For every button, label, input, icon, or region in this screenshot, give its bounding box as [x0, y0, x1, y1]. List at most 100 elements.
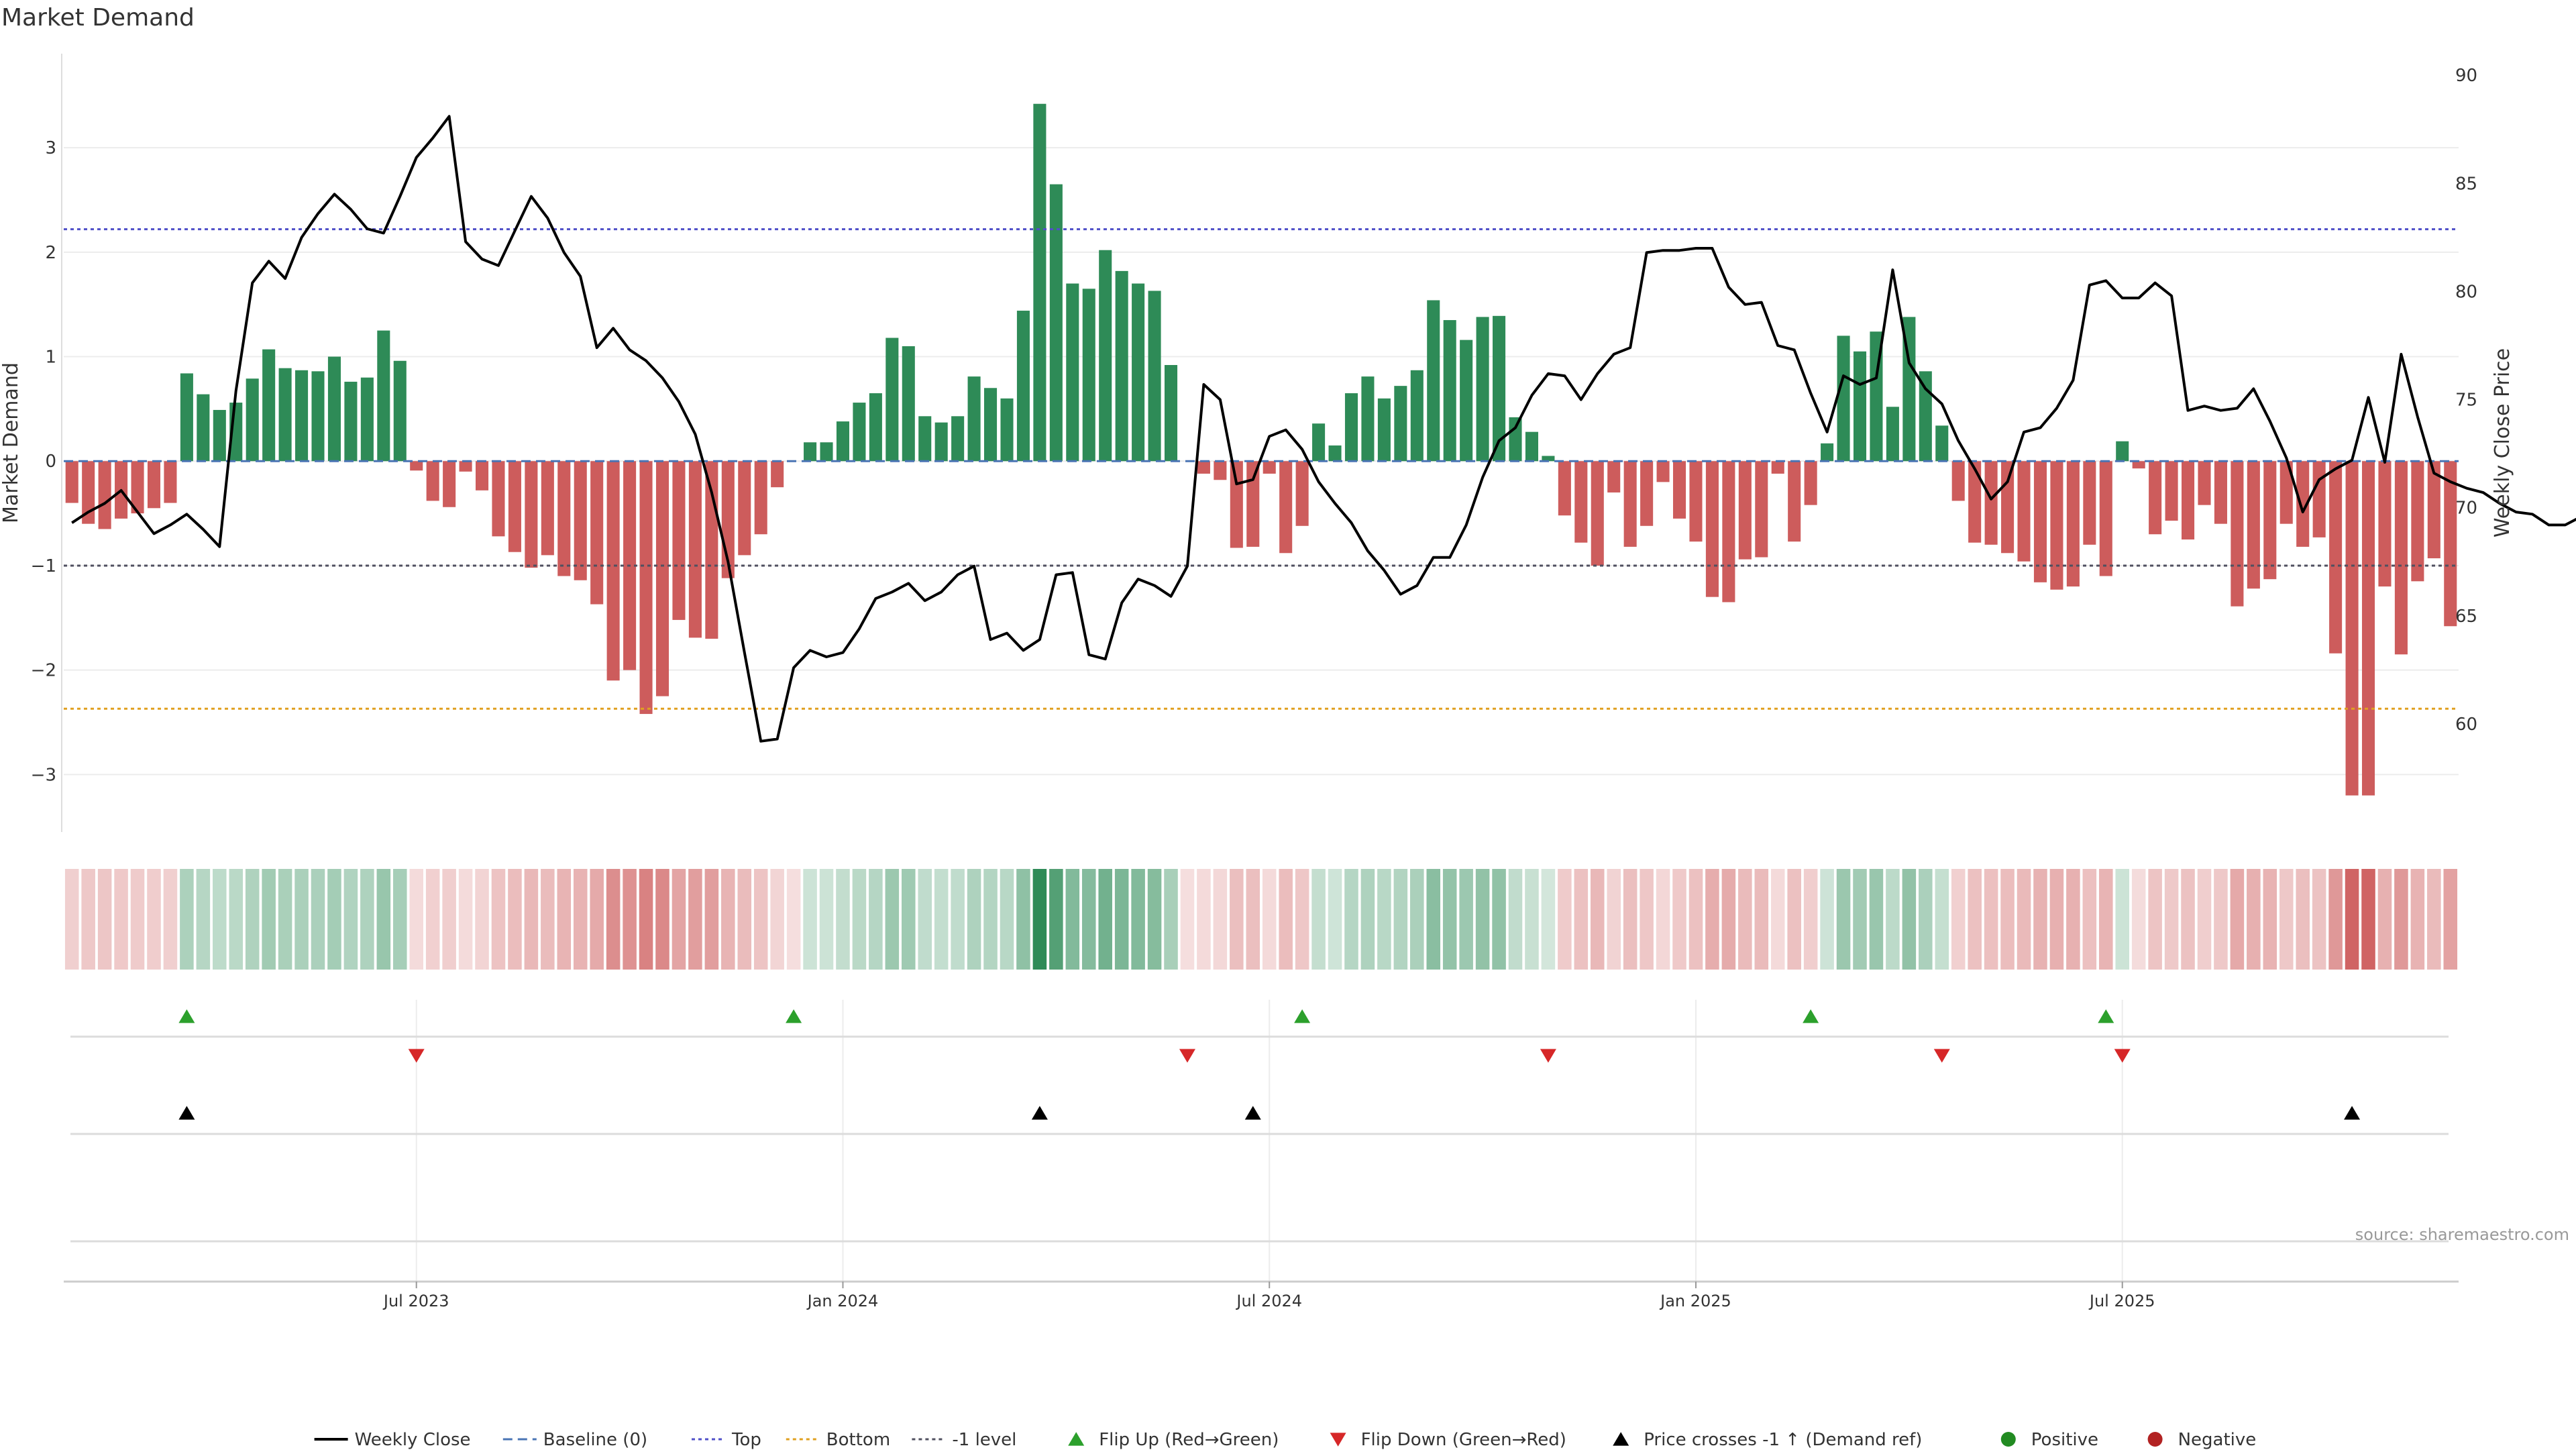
- heat-cell: [180, 869, 194, 970]
- demand-bar: [934, 422, 948, 462]
- demand-bar: [1607, 461, 1621, 492]
- heat-cell: [590, 869, 604, 970]
- heat-cell: [163, 869, 178, 970]
- demand-bar: [1312, 423, 1326, 462]
- demand-bar: [2050, 461, 2063, 590]
- y-tick-label: −3: [31, 765, 56, 785]
- demand-bar: [820, 442, 833, 462]
- legend-label: Top: [731, 1430, 761, 1449]
- heat-cell: [2000, 869, 2015, 970]
- legend-label: -1 level: [952, 1430, 1016, 1449]
- heat-cell: [1098, 869, 1112, 970]
- y2-tick-label: 85: [2455, 174, 2477, 194]
- heat-cell: [1442, 869, 1457, 970]
- demand-bar: [525, 461, 538, 568]
- demand-bar: [606, 461, 620, 681]
- demand-bar: [1935, 425, 1949, 462]
- heat-cell: [64, 869, 79, 970]
- axes: −3 −2 −1 0 1 2 3 60 65 70 75 80 85 90 Market Demand Wee…: [0, 54, 2514, 832]
- y-tick-label: −1: [31, 556, 56, 576]
- flip-up-marker: [1294, 1009, 1311, 1023]
- demand-bar: [1984, 461, 1998, 545]
- legend-item: Negative: [2147, 1430, 2256, 1450]
- y-tick-label: 2: [45, 243, 56, 263]
- demand-bar: [1821, 443, 1834, 462]
- heat-cell: [294, 869, 309, 970]
- demand-bar: [426, 461, 439, 501]
- legend-item: Flip Up (Red→Green): [1068, 1430, 1279, 1450]
- demand-bar: [2361, 461, 2375, 796]
- heat-cell: [737, 869, 752, 970]
- demand-bar: [2066, 461, 2080, 587]
- demand-bar: [311, 371, 325, 462]
- heat-cell: [2312, 869, 2326, 970]
- legend-label: Weekly Close: [355, 1430, 471, 1449]
- demand-bar: [1033, 103, 1046, 462]
- heat-cell: [1016, 869, 1030, 970]
- heat-cell: [196, 869, 211, 970]
- demand-bar: [1623, 461, 1637, 547]
- heat-cell: [1262, 869, 1277, 970]
- demand-bar: [492, 461, 505, 537]
- demand-bar: [951, 416, 965, 462]
- demand-bar: [1230, 461, 1243, 548]
- demand-bar: [2394, 461, 2408, 655]
- heat-cell: [1459, 869, 1473, 970]
- heat-cell: [918, 869, 932, 970]
- y2-tick-label: 80: [2455, 282, 2477, 302]
- heat-cell: [327, 869, 341, 970]
- x-tick-label: Jan 2024: [806, 1292, 879, 1310]
- demand-bar: [443, 461, 456, 507]
- demand-bar: [1853, 351, 1867, 462]
- flip-down-marker: [1933, 1049, 1950, 1063]
- demand-bar: [1722, 461, 1735, 603]
- legend-label: Flip Up (Red→Green): [1099, 1430, 1279, 1449]
- heat-cell: [1377, 869, 1391, 970]
- demand-bar: [1279, 461, 1293, 554]
- demand-bar: [2165, 461, 2178, 521]
- heat-cell: [1541, 869, 1556, 970]
- heat-cell: [491, 869, 506, 970]
- heat-cell: [409, 869, 423, 970]
- demand-bar: [1804, 461, 1817, 505]
- heat-cell: [1754, 869, 1769, 970]
- demand-bar: [1886, 407, 1899, 462]
- heat-cell: [343, 869, 358, 970]
- heat-cell: [1640, 869, 1654, 970]
- heat-cell: [475, 869, 489, 970]
- heat-cell: [1607, 869, 1621, 970]
- demand-bar: [1197, 461, 1210, 474]
- legend-label: Bottom: [826, 1430, 890, 1449]
- heat-cell: [1919, 869, 1933, 970]
- demand-bar: [360, 377, 374, 462]
- demand-bar: [1443, 320, 1456, 462]
- heat-cell: [1853, 869, 1867, 970]
- heat-cell: [147, 869, 161, 970]
- flip-up-marker: [1803, 1009, 1819, 1023]
- heat-cell: [639, 869, 653, 970]
- demand-bar: [1361, 376, 1375, 462]
- demand-bar: [1148, 291, 1161, 462]
- price-cross-marker: [2344, 1106, 2361, 1120]
- heat-cell: [376, 869, 391, 970]
- demand-bar: [1410, 370, 1424, 462]
- demand-bar: [574, 461, 587, 580]
- demand-bar: [853, 403, 866, 462]
- y2-tick-label: 65: [2455, 607, 2477, 627]
- flip-up-marker: [786, 1009, 802, 1023]
- heat-cell: [229, 869, 244, 970]
- heat-cell: [1180, 869, 1195, 970]
- demand-bar: [1493, 315, 1506, 462]
- heat-cell: [1049, 869, 1063, 970]
- demand-bar: [393, 360, 407, 462]
- demand-bar: [1377, 398, 1391, 462]
- heat-cell: [1246, 869, 1260, 970]
- heat-cell: [2131, 869, 2146, 970]
- y2-tick-label: 70: [2455, 499, 2477, 519]
- demand-bar: [2182, 461, 2195, 540]
- demand-bar: [2296, 461, 2310, 547]
- heat-cell: [1803, 869, 1818, 970]
- heat-cell: [458, 869, 473, 970]
- heat-cell: [623, 869, 637, 970]
- heat-cell: [1197, 869, 1211, 970]
